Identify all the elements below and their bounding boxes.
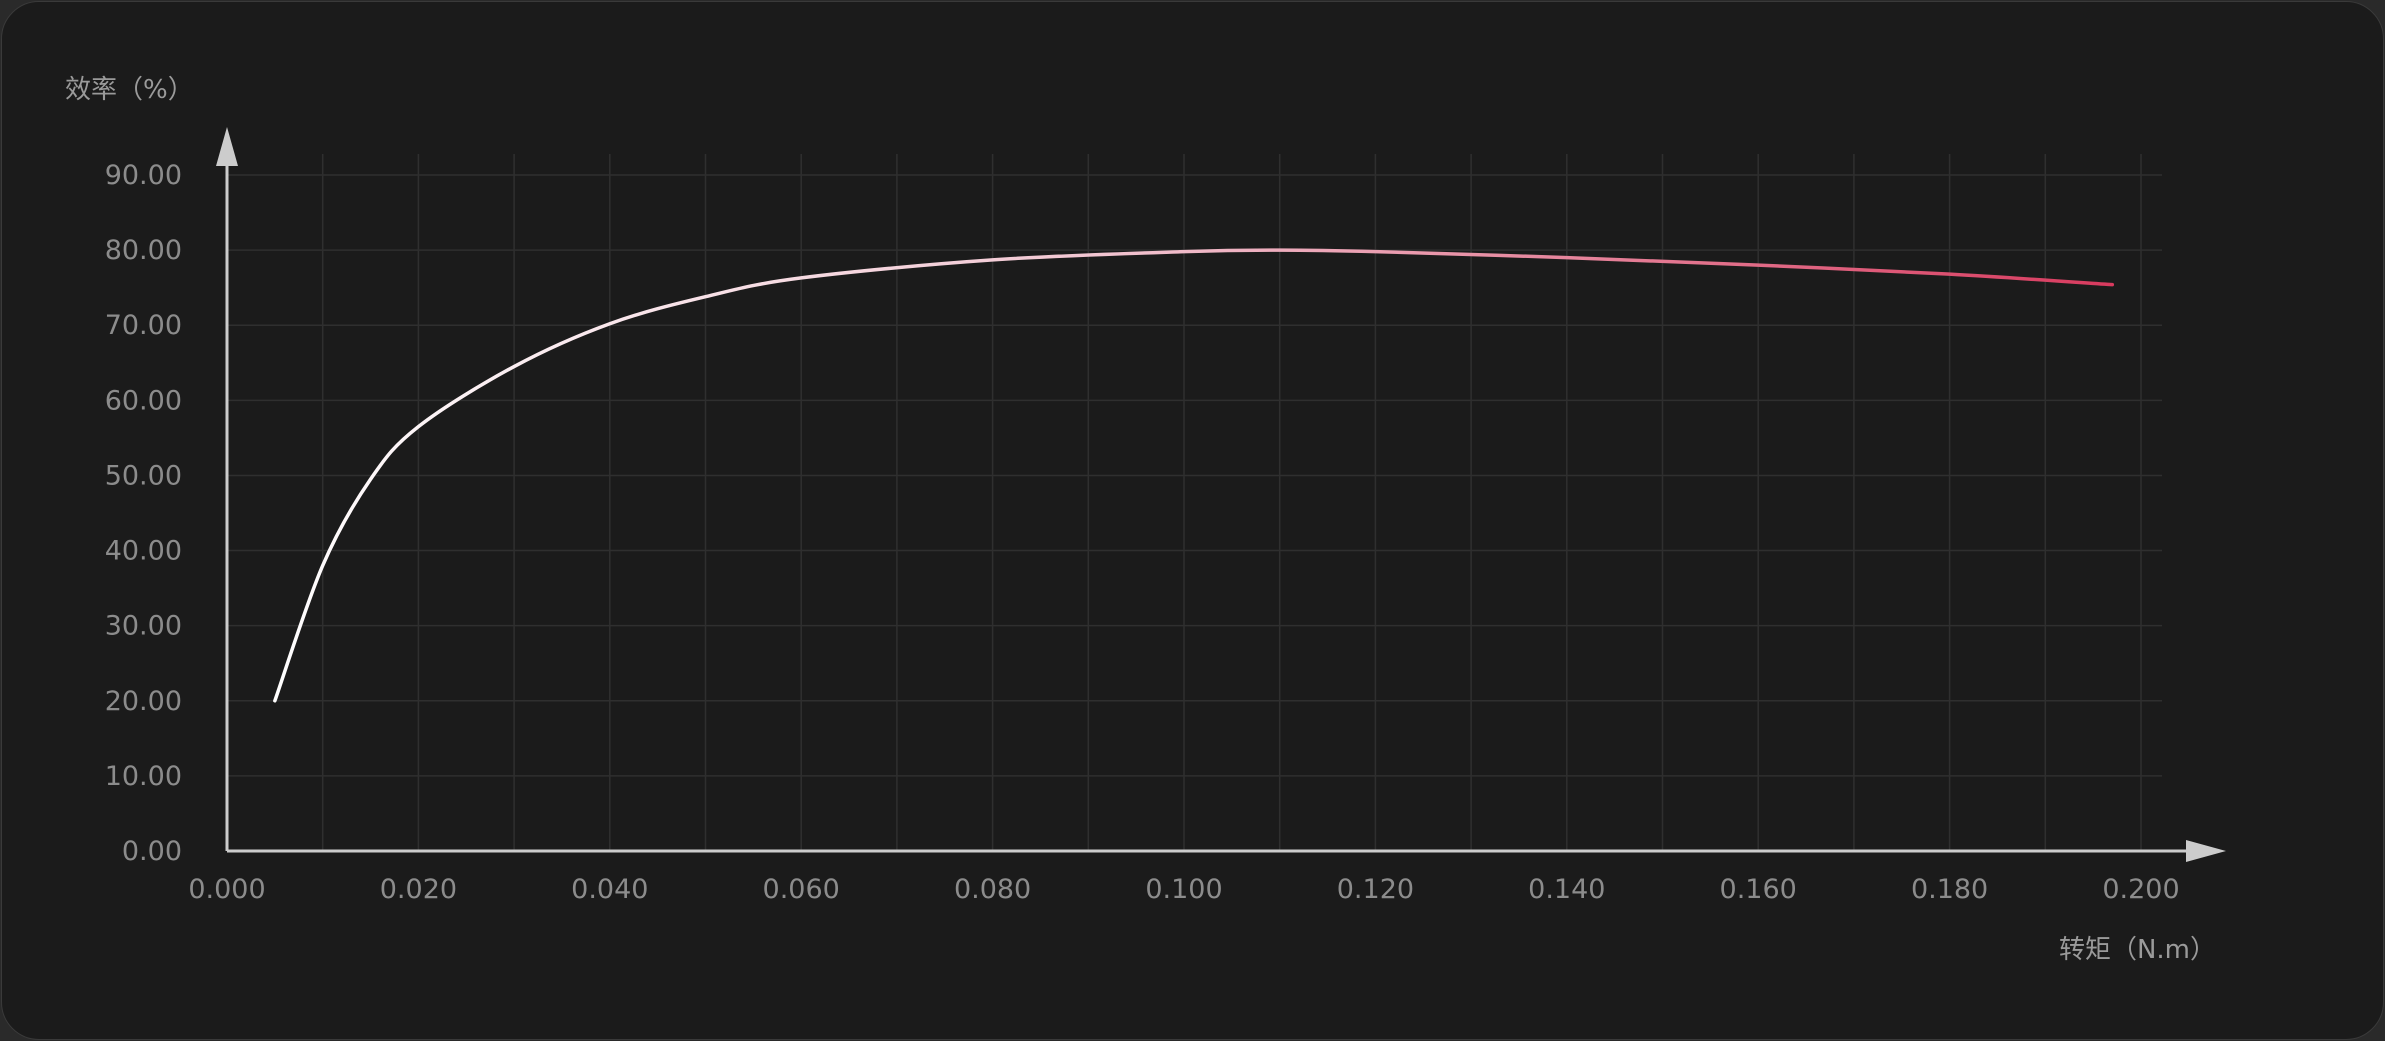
y-axis-arrow-icon (216, 127, 238, 166)
efficiency-line (273, 248, 2115, 703)
x-tick-label: 0.040 (571, 874, 648, 905)
y-tick-label: 30.00 (105, 611, 182, 642)
y-tick-label: 90.00 (105, 160, 182, 191)
x-tick-labels: 0.000 0.020 0.040 0.060 0.080 0.100 0.120 0.140… (188, 874, 2179, 905)
y-tick-labels: 0.00 10.00 20.00 30.00 40.00 50.00 60.00 70.00 8… (105, 160, 182, 867)
y-tick-label: 40.00 (105, 536, 182, 567)
x-tick-label: 0.200 (2102, 874, 2179, 905)
x-axis-title: 转矩（N.m） (2059, 935, 2216, 965)
y-tick-label: 70.00 (105, 310, 182, 341)
x-axis-arrow-icon (2186, 840, 2226, 862)
y-tick-label: 50.00 (105, 460, 182, 491)
y-axis-title: 效率（%） (65, 75, 194, 105)
y-tick-label: 20.00 (105, 686, 182, 717)
x-tick-label: 0.100 (1145, 874, 1222, 905)
y-tick-label: 80.00 (105, 235, 182, 266)
x-tick-label: 0.020 (380, 874, 457, 905)
x-tick-label: 0.000 (188, 874, 265, 905)
x-tick-label: 0.080 (954, 874, 1031, 905)
series (273, 248, 2115, 703)
x-tick-label: 0.160 (1720, 874, 1797, 905)
grid (227, 154, 2162, 851)
y-tick-label: 10.00 (105, 761, 182, 792)
x-tick-label: 0.140 (1528, 874, 1605, 905)
y-tick-label: 0.00 (122, 836, 182, 867)
x-tick-label: 0.120 (1337, 874, 1414, 905)
x-tick-label: 0.060 (763, 874, 840, 905)
x-tick-label: 0.180 (1911, 874, 1988, 905)
axes (216, 127, 2226, 862)
y-tick-label: 60.00 (105, 385, 182, 416)
